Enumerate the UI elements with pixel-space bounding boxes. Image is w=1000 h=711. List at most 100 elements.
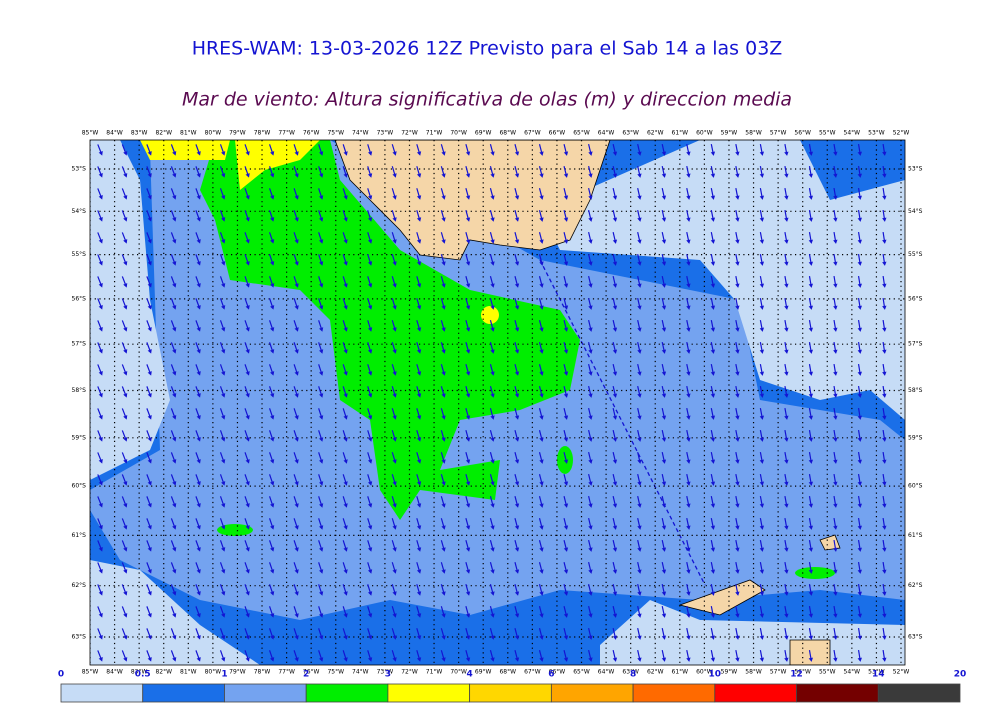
arrow-head [270, 503, 275, 508]
arrow-head [221, 415, 226, 420]
arrow-head [270, 173, 275, 178]
wave-arrow [391, 232, 397, 244]
arrow-head [392, 481, 397, 486]
wave-arrow [759, 363, 765, 376]
arrow-head [563, 525, 569, 530]
lon-label-top: 71°W [426, 130, 443, 137]
wave-arrow [538, 584, 544, 596]
arrow-head [441, 393, 446, 398]
arrow-head [416, 525, 422, 530]
wave-arrow [857, 495, 862, 508]
arrow-head [637, 173, 642, 178]
arrow-head [367, 481, 373, 486]
arrow-head [343, 459, 348, 464]
arrow-head [465, 151, 471, 156]
wave-arrow [195, 628, 201, 640]
arrow-head [710, 415, 716, 420]
wave-arrow [97, 320, 103, 332]
wave-arrow [514, 254, 520, 266]
wave-arrow [882, 341, 887, 354]
arrow-head [514, 415, 520, 420]
arrow-head [661, 613, 667, 618]
wave-arrow [612, 144, 618, 156]
arrow-head [270, 371, 275, 376]
wave-arrow [588, 606, 593, 618]
arrow-head [343, 437, 348, 442]
arrow-head [172, 569, 177, 574]
wave-arrow [784, 165, 789, 178]
wave-arrow [784, 429, 789, 442]
arrow-head [833, 481, 838, 486]
arrow-head [465, 371, 471, 376]
lat-label-left: 62°S [72, 582, 87, 589]
arrow-head [686, 481, 691, 486]
wave-arrow [195, 496, 201, 508]
wave-arrow [538, 342, 544, 354]
lat-label-right: 58°S [908, 387, 923, 394]
wave-arrow [440, 474, 446, 486]
arrow-head [465, 613, 471, 618]
wave-arrow [588, 584, 593, 596]
wave-arrow [318, 408, 324, 420]
wave-arrow [661, 276, 667, 288]
wave-arrow [563, 166, 569, 178]
arrow-head [294, 261, 299, 266]
wave-arrow [661, 628, 667, 640]
arrow-head [612, 393, 618, 398]
arrow-head [563, 657, 569, 662]
arrow-head [245, 437, 250, 442]
arrow-head [123, 327, 128, 332]
wave-arrow [661, 496, 667, 508]
wave-arrow [244, 320, 250, 332]
wave-arrow [882, 143, 887, 156]
arrow-head [123, 173, 128, 178]
wave-arrow [440, 188, 446, 200]
wave-arrow [440, 408, 446, 420]
wave-arrow [244, 562, 250, 574]
arrow-head [245, 173, 250, 178]
wave-arrow [588, 342, 593, 354]
wave-arrow [293, 650, 299, 662]
wave-arrow [367, 650, 373, 662]
wave-arrow [219, 606, 226, 618]
wave-arrow [170, 408, 177, 420]
wave-arrow [710, 628, 716, 640]
wave-arrow [489, 188, 495, 200]
wave-arrow [833, 275, 838, 288]
arrow-head [196, 481, 201, 486]
wave-arrow [661, 144, 667, 156]
wave-arrow [686, 364, 691, 376]
wave-arrow [342, 650, 348, 662]
wave-arrow [416, 364, 422, 376]
wave-arrow [514, 562, 520, 574]
arrow-head [686, 657, 691, 662]
wave-arrow [489, 166, 495, 178]
arrow-head [882, 635, 887, 640]
lon-label-bottom: 53°W [868, 669, 885, 676]
arrow-head [172, 547, 177, 552]
arrow-head [490, 239, 495, 244]
wave-arrow [293, 386, 299, 398]
arrow-head [539, 305, 544, 310]
wave-arrow [686, 650, 691, 662]
arrow-head [270, 635, 275, 640]
wave-arrow [686, 386, 691, 398]
wave-arrow [97, 144, 103, 156]
arrow-head [833, 393, 838, 398]
arrow-head [416, 151, 422, 156]
arrow-head [784, 503, 789, 508]
wave-arrow [342, 584, 348, 596]
wave-arrow [686, 188, 691, 200]
arrow-head [661, 525, 667, 530]
lat-label-left: 55°S [72, 251, 87, 258]
arrow-head [637, 349, 642, 354]
arrow-head [172, 613, 177, 618]
arrow-head [490, 261, 495, 266]
wave-arrow [637, 342, 642, 354]
arrow-head [147, 613, 152, 618]
wave-arrow [661, 562, 667, 574]
wave-arrow [391, 584, 397, 596]
wave-arrow [833, 429, 838, 442]
wave-arrow [97, 562, 103, 574]
wave-arrow [808, 627, 814, 640]
